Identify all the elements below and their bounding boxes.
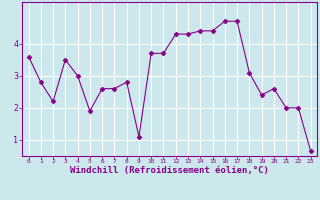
X-axis label: Windchill (Refroidissement éolien,°C): Windchill (Refroidissement éolien,°C) (70, 166, 269, 175)
